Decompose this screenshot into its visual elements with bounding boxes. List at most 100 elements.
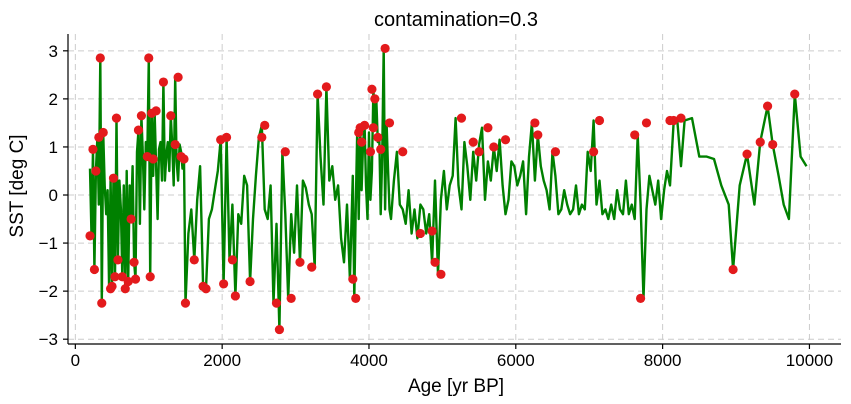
outlier-point: [227, 255, 238, 265]
outlier-point: [108, 173, 119, 183]
outlier-point: [180, 298, 191, 308]
y-tick-label: −2: [39, 282, 58, 301]
outlier-point: [351, 293, 361, 303]
y-tick-label: 3: [49, 42, 58, 61]
x-tick-label: 2000: [203, 351, 241, 370]
outlier-point: [768, 139, 778, 150]
outlier-point: [271, 298, 282, 308]
points-layer: [85, 43, 800, 335]
ticks-layer: 0 2000 4000 6000 8000 10000 −3 −2 −1 0 1 2 3: [39, 42, 833, 370]
outlier-point: [230, 291, 240, 301]
outlier-point: [158, 77, 169, 87]
y-tick-label: 2: [49, 90, 58, 109]
outlier-point: [468, 137, 478, 147]
outlier-point: [550, 147, 561, 157]
outlier-point: [312, 89, 323, 99]
y-tick-label: 1: [49, 138, 58, 157]
outlier-point: [126, 214, 136, 224]
outlier-point: [107, 281, 117, 291]
outlier-point: [533, 130, 543, 140]
outlier-point: [179, 154, 189, 164]
outlier-point: [144, 53, 154, 63]
outlier-point: [676, 113, 686, 123]
outlier-point: [189, 255, 199, 265]
outlier-point: [762, 101, 773, 111]
outlier-point: [286, 293, 296, 303]
y-tick-label: 0: [49, 186, 58, 205]
outlier-point: [260, 120, 270, 130]
outlier-point: [170, 139, 180, 150]
outlier-point: [95, 53, 105, 63]
outlier-point: [474, 147, 484, 157]
outlier-point: [728, 264, 738, 275]
outlier-point: [257, 132, 267, 142]
outlier-point: [85, 231, 95, 241]
outlier-point: [219, 279, 229, 289]
outlier-point: [427, 226, 437, 236]
outlier-point: [755, 137, 765, 147]
y-axis-label: SST [deg C]: [7, 134, 28, 237]
outlier-point: [415, 228, 425, 239]
outlier-point: [669, 115, 679, 126]
x-tick-label: 10000: [786, 351, 833, 370]
outlier-point: [166, 111, 176, 121]
outlier-point: [133, 125, 144, 135]
outlier-point: [110, 272, 120, 282]
x-tick-label: 8000: [644, 351, 682, 370]
y-tick-label: −3: [39, 330, 58, 349]
outlier-point: [245, 276, 255, 287]
outlier-point: [456, 113, 467, 123]
outlier-point: [97, 298, 107, 308]
outlier-point: [151, 106, 161, 116]
x-tick-label: 4000: [350, 351, 388, 370]
outlier-point: [130, 274, 141, 284]
outlier-point: [359, 120, 370, 130]
outlier-point: [280, 147, 290, 157]
outlier-point: [173, 72, 183, 82]
outlier-point: [89, 264, 100, 275]
outlier-point: [483, 123, 493, 133]
outlier-point: [380, 43, 390, 54]
outlier-point: [594, 115, 605, 126]
outlier-point: [98, 127, 108, 138]
outlier-point: [489, 142, 499, 152]
outlier-point: [348, 274, 358, 284]
outlier-point: [370, 94, 380, 104]
outlier-point: [88, 144, 98, 154]
outlier-point: [742, 149, 752, 159]
chart-title: contamination=0.3: [374, 9, 538, 31]
line-layer: [88, 47, 808, 331]
outlier-point: [790, 89, 800, 99]
outlier-point: [321, 82, 332, 92]
y-tick-label: −1: [39, 234, 58, 253]
outlier-point: [201, 284, 211, 294]
outlier-point: [111, 113, 122, 123]
outlier-point: [384, 118, 395, 128]
outlier-point: [500, 135, 511, 145]
outlier-point: [221, 132, 232, 142]
outlier-point: [368, 123, 378, 133]
outlier-point: [373, 132, 383, 142]
x-axis-label: Age [yr BP]: [408, 376, 504, 397]
outlier-point: [641, 118, 652, 128]
outlier-point: [136, 111, 147, 121]
outlier-point: [635, 293, 646, 303]
sst-series-line: [88, 47, 808, 331]
outlier-point: [274, 324, 285, 335]
outlier-point: [129, 257, 139, 267]
outlier-point: [376, 144, 386, 154]
outlier-point: [307, 262, 317, 272]
axes-layer: [67, 34, 841, 345]
outlier-point: [530, 118, 540, 128]
outlier-point: [436, 269, 446, 279]
outlier-point: [120, 284, 130, 294]
outlier-point: [398, 147, 408, 157]
outlier-point: [589, 147, 599, 157]
outlier-point: [295, 257, 305, 267]
outlier-point: [113, 255, 123, 265]
outlier-point: [357, 137, 367, 147]
outlier-point: [365, 147, 376, 157]
outlier-point: [123, 276, 133, 287]
outlier-point: [145, 272, 155, 282]
